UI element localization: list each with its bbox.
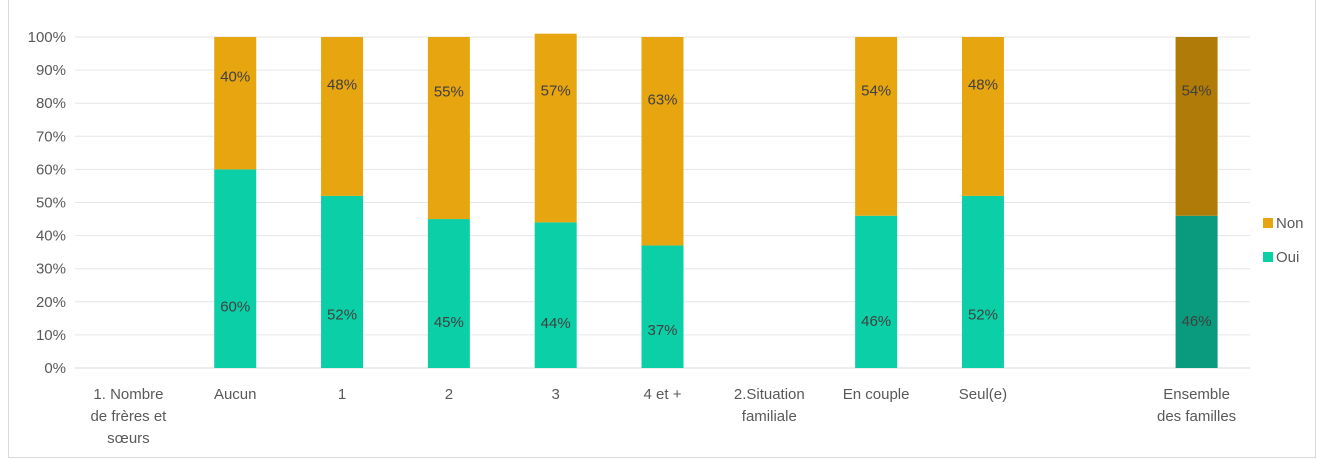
bar-non (214, 37, 257, 170)
data-label-oui: 45% (434, 314, 464, 331)
bar-non (641, 37, 684, 246)
data-label-oui: 37% (647, 322, 677, 339)
y-tick-label: 30% (36, 261, 66, 278)
x-tick-label: 2 (445, 386, 453, 403)
bar-oui (855, 215, 898, 368)
legend-label: Oui (1276, 249, 1299, 266)
data-label-non: 40% (220, 69, 250, 86)
bar-oui (214, 169, 257, 368)
x-axis: 1. Nombre de frères et sœurs Aucun 1 2 3 4 et +… (90, 386, 1236, 447)
bar-non (855, 37, 898, 216)
legend-swatch (1263, 218, 1273, 228)
legend-label: Non (1276, 215, 1304, 232)
x-tick-label: 4 et + (644, 386, 682, 403)
y-tick-label: 40% (36, 228, 66, 245)
x-tick-label: 1. Nombre de frères et sœurs (90, 386, 167, 447)
x-tick-label: Aucun (214, 386, 257, 403)
data-label-oui: 52% (327, 307, 357, 324)
x-tick-label: 3 (552, 386, 560, 403)
data-label-oui: 44% (541, 315, 571, 332)
bar-non (321, 37, 364, 196)
legend-swatch (1263, 252, 1273, 262)
y-tick-label: 100% (28, 29, 66, 46)
data-label-oui: 46% (1182, 313, 1212, 330)
data-label-non: 63% (647, 92, 677, 109)
data-label-non: 57% (541, 82, 571, 99)
legend: Non Oui (1263, 215, 1304, 266)
y-tick-label: 70% (36, 128, 66, 145)
data-label-non: 48% (327, 77, 357, 94)
chart-frame (8, 0, 1316, 458)
bar-oui (641, 245, 684, 368)
data-label-non: 54% (861, 83, 891, 100)
x-tick-label: Ensemble des familles (1157, 386, 1236, 425)
y-tick-label: 80% (36, 95, 66, 112)
data-label-oui: 52% (968, 307, 998, 324)
bar-oui (321, 195, 364, 368)
data-label-non: 48% (968, 77, 998, 94)
bar-oui (534, 222, 577, 368)
bar-non (1175, 37, 1218, 216)
y-tick-label: 10% (36, 327, 66, 344)
bar-oui (427, 219, 470, 368)
data-label-non: 54% (1182, 83, 1212, 100)
y-tick-label: 50% (36, 195, 66, 212)
x-tick-label: 2.Situation familiale (734, 386, 805, 425)
y-axis: 0% 10% 20% 30% 40% 50% 60% 70% 80% 90% 100% (28, 29, 66, 377)
y-tick-label: 0% (44, 360, 66, 377)
y-tick-label: 60% (36, 161, 66, 178)
data-label-non: 55% (434, 84, 464, 101)
x-tick-label: Seul(e) (959, 386, 1007, 403)
data-label-oui: 46% (861, 313, 891, 330)
bar-oui (961, 195, 1004, 368)
x-tick-label: 1 (338, 386, 346, 403)
y-tick-label: 90% (36, 62, 66, 79)
bar-non (961, 37, 1004, 196)
bar-oui (1175, 215, 1218, 368)
bars: 60% 40% 52% 48% 45% 55% 44% 57% 37% 63% 46% 54% 52% 4… (214, 33, 1218, 368)
bar-non (534, 33, 577, 223)
x-tick-label: En couple (843, 386, 910, 403)
data-label-oui: 60% (220, 298, 250, 315)
y-tick-label: 20% (36, 294, 66, 311)
bar-non (427, 37, 470, 220)
